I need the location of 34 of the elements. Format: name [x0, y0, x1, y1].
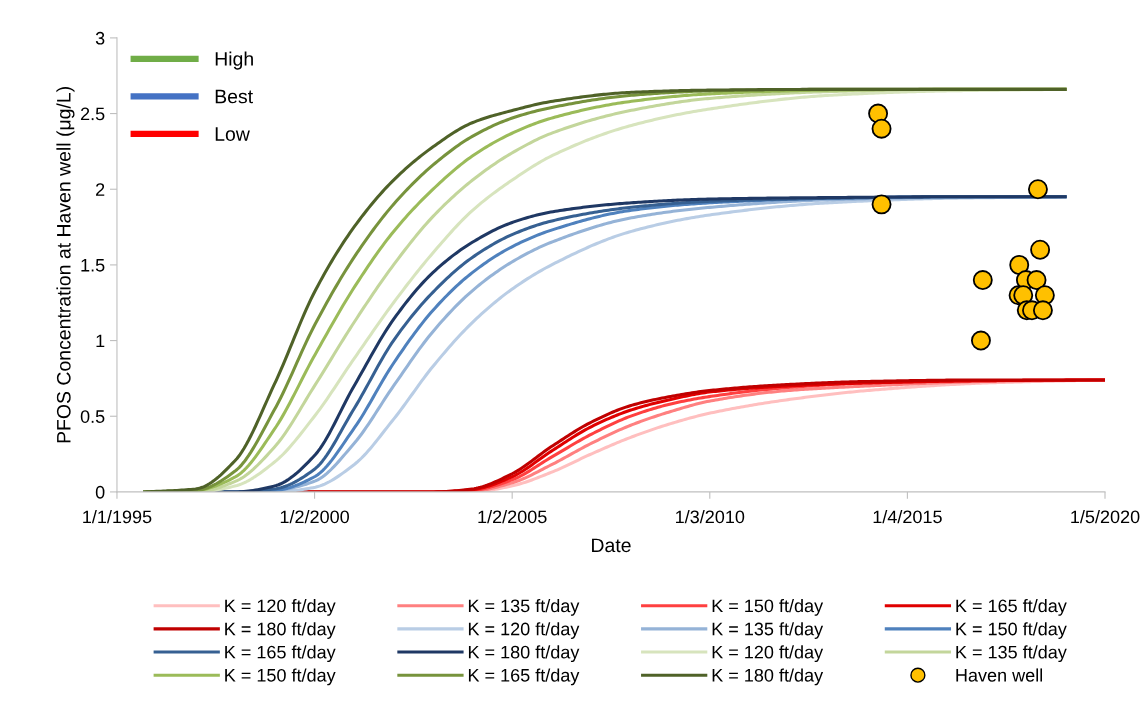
legend-label: K = 150 ft/day: [225, 668, 336, 686]
legend-label: Best: [215, 89, 253, 104]
legend-label: K = 135 ft/day: [468, 598, 580, 616]
legend-label: K = 135 ft/day: [712, 622, 824, 639]
legend-label: K = 120 ft/day: [468, 622, 580, 639]
legend-label: K = 180 ft/day: [225, 622, 336, 639]
legend-label: Haven well: [956, 668, 1043, 682]
y-tick-label: 3: [95, 31, 105, 45]
legend-label: K = 165 ft/day: [225, 645, 336, 663]
y-tick-label: 1.5: [81, 259, 105, 272]
legend-label: K = 165 ft/day: [956, 598, 1067, 616]
x-tick-label: 1/3/2010: [676, 509, 745, 524]
legend-label: K = 120 ft/day: [712, 645, 824, 663]
y-tick-label: 0: [95, 485, 105, 499]
legend-label: High: [215, 51, 253, 70]
y-tick-label: 1: [96, 334, 105, 348]
legend-label: K = 180 ft/day: [712, 668, 824, 686]
x-tick-label: 1/4/2015: [873, 509, 942, 524]
x-axis-title: Date: [592, 538, 631, 553]
legend-label: Low: [215, 127, 250, 141]
legend-label: K = 135 ft/day: [956, 645, 1067, 663]
y-axis-title: PFOS Concentration at Haven well (μg/L): [56, 87, 75, 443]
y-tick-label: 2: [96, 183, 105, 196]
x-tick-label: 1/1/1995: [83, 509, 152, 524]
legend-label: K = 150 ft/day: [712, 598, 824, 616]
y-tick-label: 0.5: [80, 410, 105, 423]
legend-label: K = 180 ft/day: [468, 645, 580, 663]
x-tick-label: 1/2/2000: [280, 509, 350, 524]
x-tick-label: 1/2/2005: [478, 509, 547, 524]
legend-label: K = 165 ft/day: [468, 668, 580, 686]
legend-label: K = 120 ft/day: [225, 598, 336, 616]
x-tick-label: 1/5/2020: [1071, 509, 1140, 524]
y-tick-label: 2.5: [80, 107, 105, 121]
legend-label: K = 150 ft/day: [956, 622, 1067, 639]
